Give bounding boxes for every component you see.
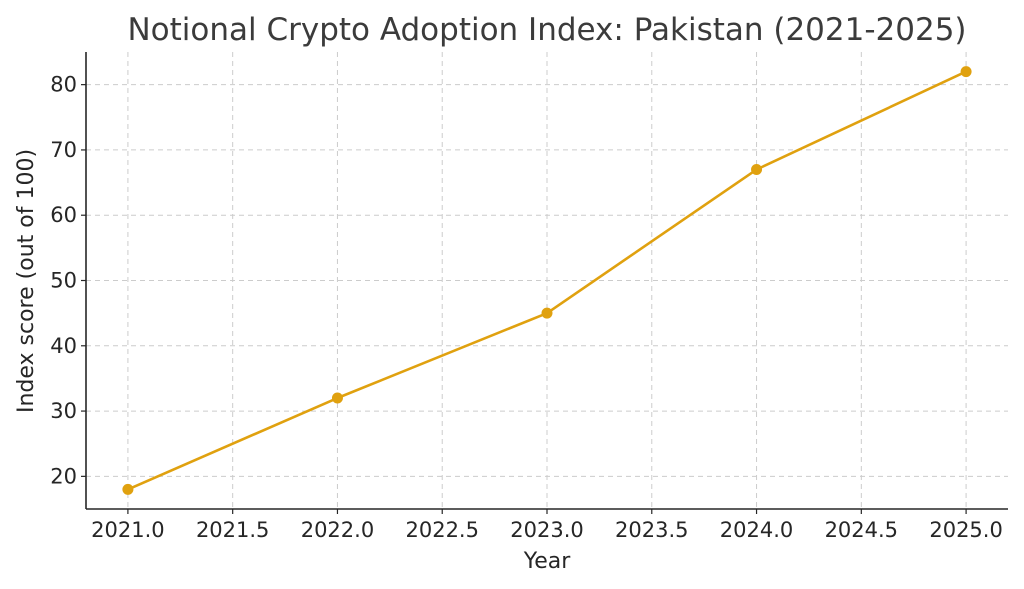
x-tick-label: 2024.5 [825, 518, 898, 542]
y-tick-label: 80 [50, 73, 77, 97]
y-axis-ticks: 20 30 40 50 60 70 80 [50, 73, 86, 488]
x-tick-label: 2021.5 [196, 518, 269, 542]
x-tick-label: 2023.0 [510, 518, 583, 542]
x-tick-label: 2021.0 [91, 518, 164, 542]
x-axis-ticks: 2021.0 2021.5 2022.0 2022.5 2023.0 2023.5 2024… [91, 509, 1003, 542]
y-tick-label: 30 [50, 399, 77, 423]
y-axis-label: Index score (out of 100) [14, 149, 39, 413]
x-tick-label: 2022.5 [405, 518, 478, 542]
data-point [122, 483, 134, 495]
grid [86, 52, 1008, 509]
x-axis-label: Year [523, 549, 572, 574]
y-tick-label: 40 [50, 334, 77, 358]
y-tick-label: 70 [50, 138, 77, 162]
x-tick-label: 2024.0 [720, 518, 793, 542]
data-point [331, 392, 343, 404]
data-point [960, 66, 972, 78]
chart-title: Notional Crypto Adoption Index: Pakistan… [127, 12, 966, 48]
x-tick-label: 2025.0 [929, 518, 1002, 542]
x-tick-label: 2022.0 [301, 518, 374, 542]
y-tick-label: 20 [50, 464, 77, 488]
data-point [541, 307, 553, 319]
series [122, 66, 972, 495]
y-tick-label: 60 [50, 203, 77, 227]
x-tick-label: 2023.5 [615, 518, 688, 542]
data-point [751, 164, 763, 176]
y-tick-label: 50 [50, 269, 77, 293]
